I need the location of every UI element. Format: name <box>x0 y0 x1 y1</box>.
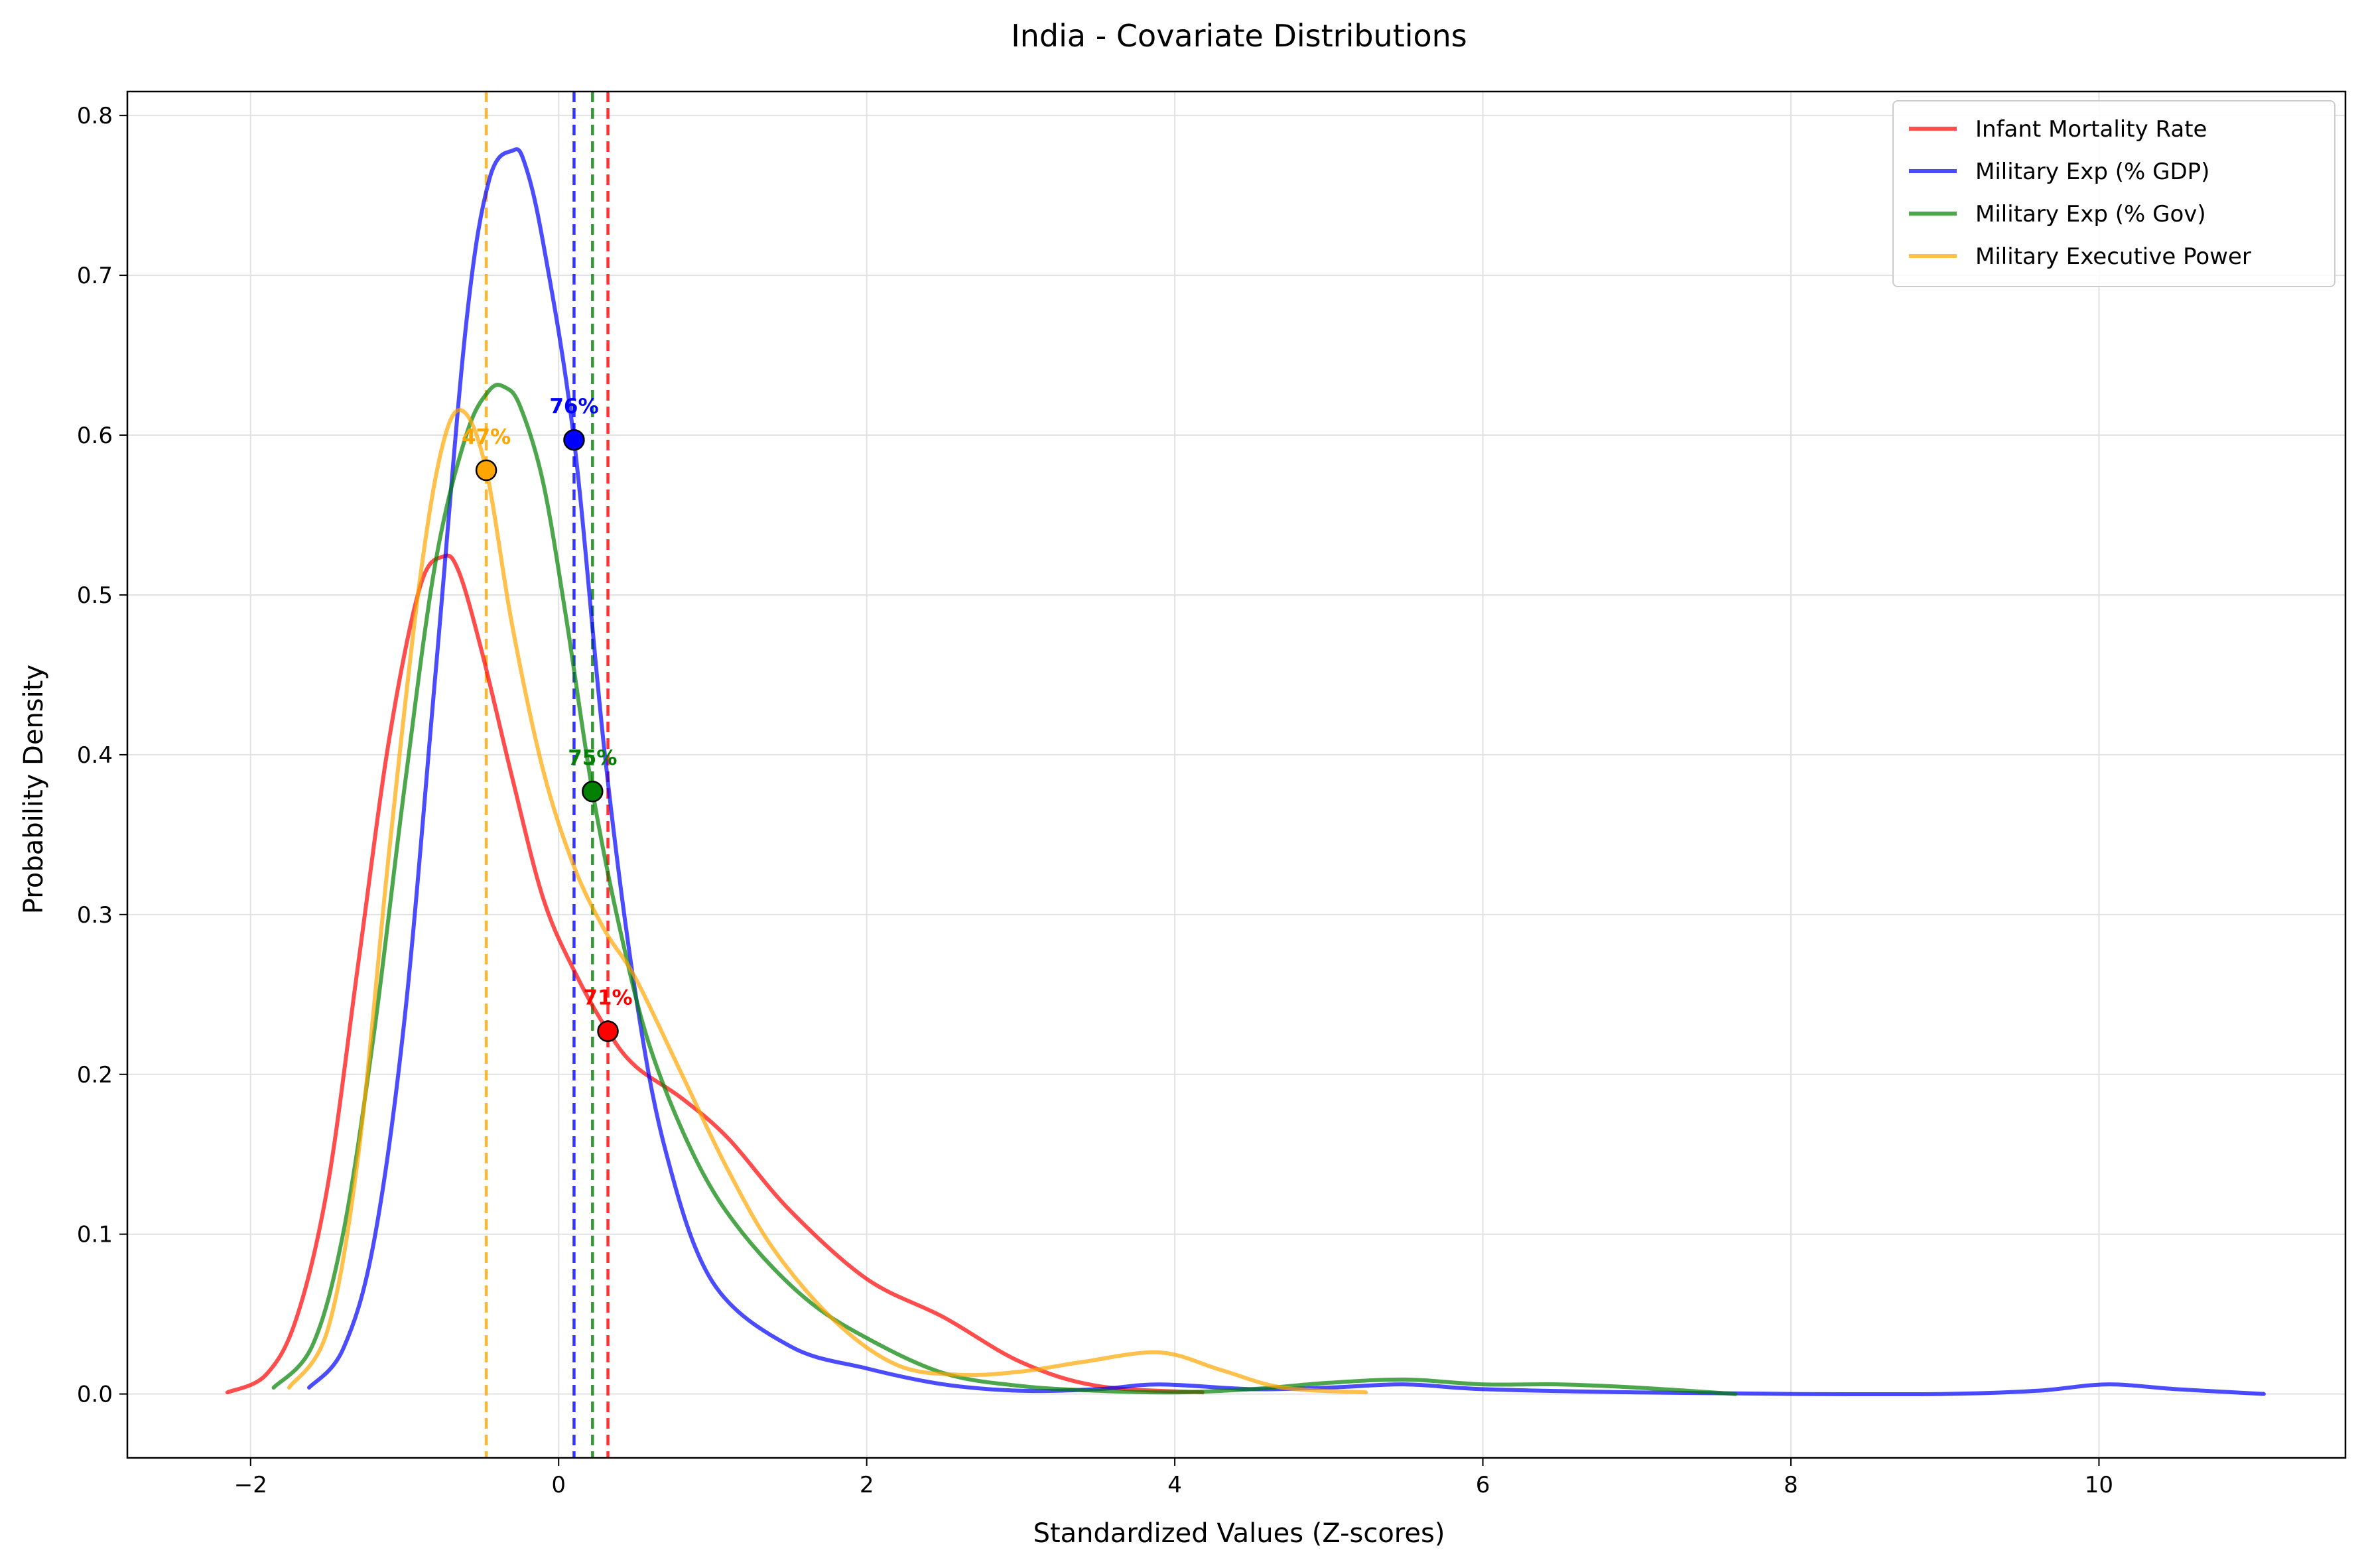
y-tick-label: 0.2 <box>77 1062 113 1088</box>
current-value-marker-military-executive-power <box>476 460 496 480</box>
y-tick-label: 0.3 <box>77 902 113 929</box>
percentile-label-military-exp-gdp: 76% <box>549 395 598 419</box>
x-axis-label: Standardized Values (Z-scores) <box>1033 1518 1445 1549</box>
y-tick-label: 0.8 <box>77 103 113 129</box>
y-tick-label: 0.4 <box>77 742 113 769</box>
y-tick-label: 0.1 <box>77 1222 113 1248</box>
x-tick-label: 6 <box>1476 1472 1490 1498</box>
y-axis-label: Probability Density <box>19 665 49 914</box>
current-value-marker-infant-mortality-rate <box>598 1021 618 1041</box>
x-tick-label: 2 <box>860 1472 874 1498</box>
legend-label-military-executive-power: Military Executive Power <box>1975 243 2251 270</box>
legend: Infant Mortality Rate Military Exp (% GDP… <box>1893 101 2335 287</box>
y-tick-label: 0.0 <box>77 1382 113 1408</box>
chart-title: India - Covariate Distributions <box>1011 18 1467 54</box>
x-tick-label: 4 <box>1167 1472 1182 1498</box>
percentile-label-military-executive-power: 47% <box>462 425 511 449</box>
legend-label-military-exp-gdp: Military Exp (% GDP) <box>1975 159 2209 185</box>
x-tick-label: 0 <box>551 1472 566 1498</box>
y-tick-label: 0.6 <box>77 423 113 449</box>
y-tick-label: 0.5 <box>77 582 113 609</box>
percentile-label-military-exp-gov: 75% <box>568 746 617 770</box>
legend-label-infant-mortality-rate: Infant Mortality Rate <box>1975 116 2207 143</box>
legend-label-military-exp-gov: Military Exp (% Gov) <box>1975 201 2206 228</box>
current-value-marker-military-exp-gdp <box>564 430 584 450</box>
x-tick-label: −2 <box>234 1472 267 1498</box>
x-tick-label: 10 <box>2085 1472 2113 1498</box>
x-tick-label: 8 <box>1784 1472 1798 1498</box>
percentile-label-infant-mortality-rate: 71% <box>583 986 632 1010</box>
y-tick-label: 0.7 <box>77 263 113 289</box>
current-value-marker-military-exp-gov <box>582 781 602 801</box>
